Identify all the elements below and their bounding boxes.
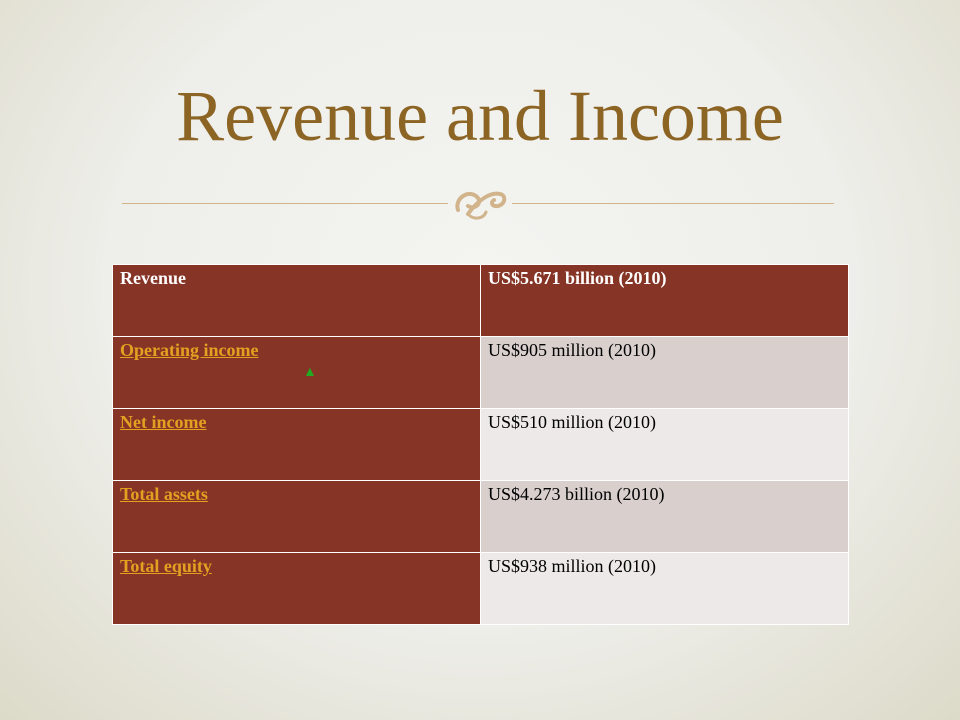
table-row: Total equity US$938 million (2010)	[112, 552, 849, 625]
table-header-row: Revenue US$5.671 billion (2010)	[112, 264, 849, 337]
table-row: Total assets US$4.273 billion (2010)	[112, 480, 849, 553]
total-assets-value: US$4.273 billion (2010)	[480, 480, 849, 553]
up-triangle-icon: ▲	[303, 365, 317, 380]
net-income-link[interactable]: Net income	[120, 412, 207, 432]
total-assets-link[interactable]: Total assets	[120, 484, 208, 504]
operating-income-link[interactable]: Operating income	[120, 340, 259, 360]
table-row: Operating income ▲ US$905 million (2010)	[112, 336, 849, 409]
financial-table: Revenue US$5.671 billion (2010) Operatin…	[112, 264, 849, 625]
total-assets-cell: Total assets	[112, 480, 481, 553]
total-equity-value: US$938 million (2010)	[480, 552, 849, 625]
revenue-label: Revenue	[112, 264, 481, 337]
title-divider-left	[122, 203, 448, 204]
title-divider-right	[512, 203, 834, 204]
net-income-value: US$510 million (2010)	[480, 408, 849, 481]
operating-income-value: US$905 million (2010)	[480, 336, 849, 409]
table-row: Net income US$510 million (2010)	[112, 408, 849, 481]
scroll-flourish-icon	[455, 191, 507, 220]
slide-title: Revenue and Income	[176, 76, 784, 156]
revenue-value: US$5.671 billion (2010)	[480, 264, 849, 337]
total-equity-link[interactable]: Total equity	[120, 556, 212, 576]
total-equity-cell: Total equity	[112, 552, 481, 625]
operating-income-cell: Operating income ▲	[112, 336, 481, 409]
net-income-cell: Net income	[112, 408, 481, 481]
